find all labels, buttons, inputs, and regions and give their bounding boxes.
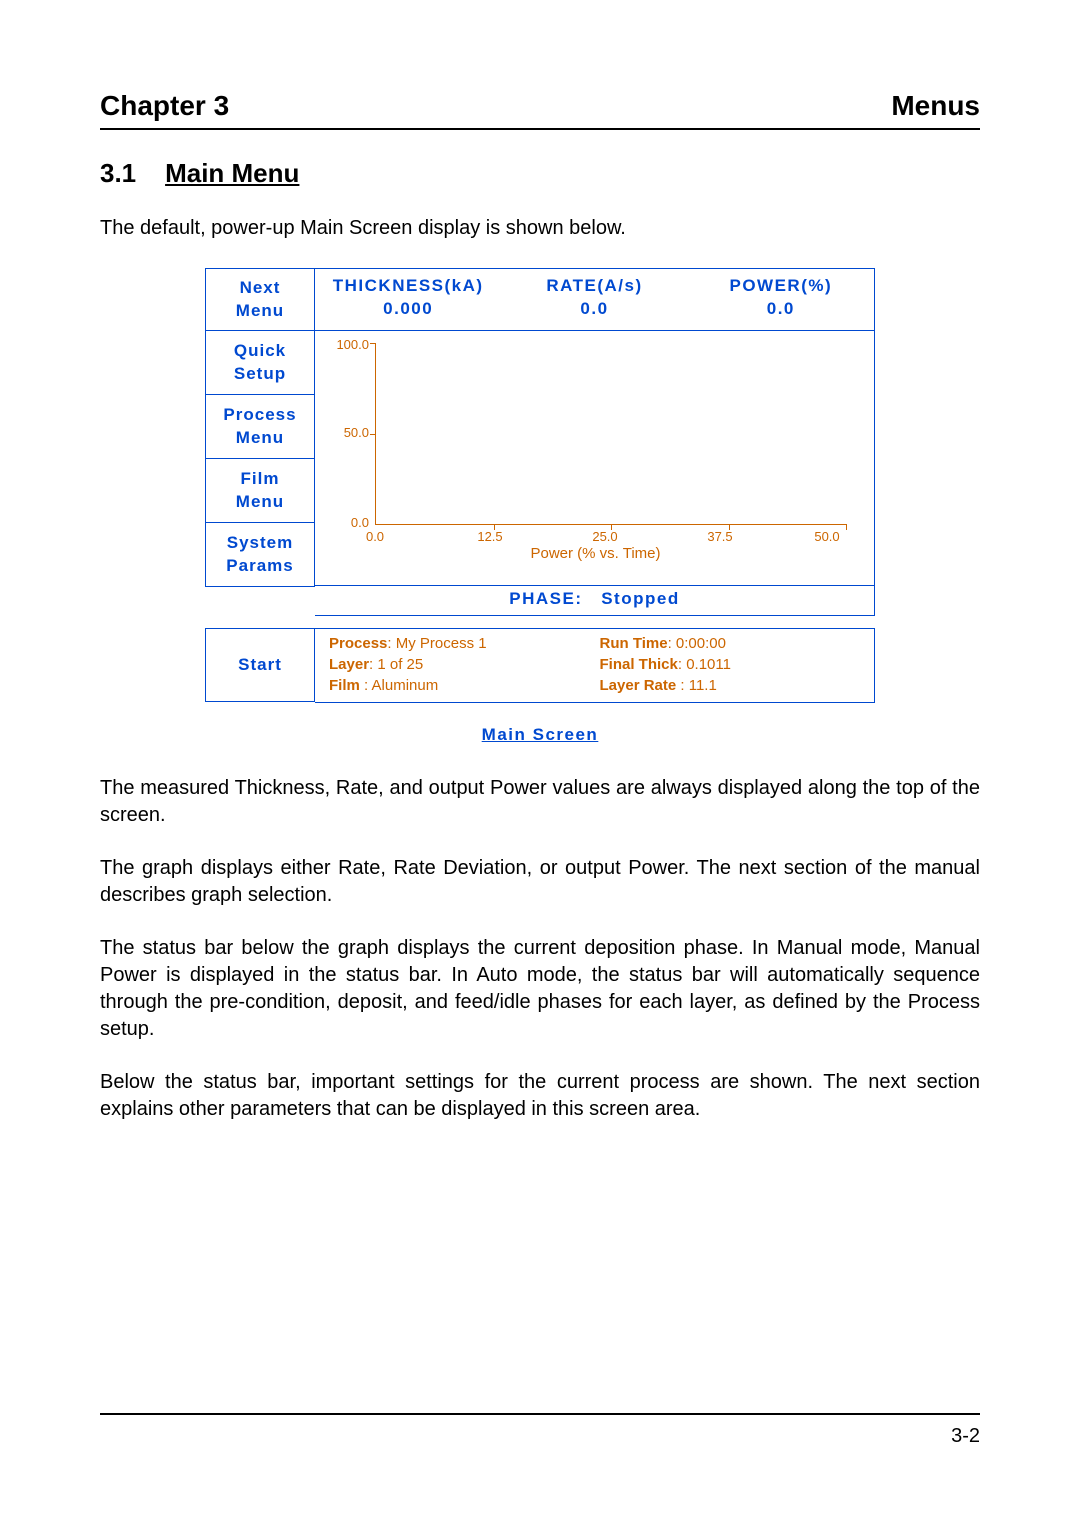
paragraph-4: Below the status bar, important settings… bbox=[100, 1069, 980, 1123]
paragraph-3: The status bar below the graph displays … bbox=[100, 935, 980, 1043]
process-info: Process: My Process 1 Run Time: 0:00:00 … bbox=[315, 628, 875, 703]
paragraph-2: The graph displays either Rate, Rate Dev… bbox=[100, 855, 980, 909]
thickness-label: THICKNESS(kA) bbox=[315, 275, 501, 298]
xtick-2: 25.0 bbox=[592, 529, 617, 544]
phase-label: PHASE: bbox=[509, 589, 582, 608]
power-readout: POWER(%) 0.0 bbox=[688, 269, 874, 330]
system-params-button[interactable]: SystemParams bbox=[205, 523, 315, 587]
runtime-kv: Run Time: 0:00:00 bbox=[600, 635, 861, 652]
plot-frame bbox=[375, 343, 846, 525]
layer-kv: Layer: 1 of 25 bbox=[329, 656, 590, 673]
start-button[interactable]: Start bbox=[205, 628, 315, 702]
next-menu-button[interactable]: NextMenu bbox=[205, 268, 315, 331]
chapter-right: Menus bbox=[891, 90, 980, 122]
system-params-label: SystemParams bbox=[226, 532, 293, 576]
intro-paragraph: The default, power-up Main Screen displa… bbox=[100, 217, 980, 240]
page-number: 3-2 bbox=[951, 1425, 980, 1447]
xtick-3: 37.5 bbox=[707, 529, 732, 544]
paragraph-1: The measured Thickness, Rate, and output… bbox=[100, 775, 980, 829]
xtick-1: 12.5 bbox=[477, 529, 502, 544]
chart-title: Power (% vs. Time) bbox=[530, 545, 660, 562]
quick-setup-button[interactable]: QuickSetup bbox=[205, 331, 315, 395]
figure-caption: Main Screen bbox=[100, 725, 980, 745]
xtick-4: 50.0 bbox=[814, 529, 839, 544]
section-title: 3.1 Main Menu bbox=[100, 158, 980, 189]
chapter-header: Chapter 3 Menus bbox=[100, 90, 980, 130]
rate-value: 0.0 bbox=[501, 298, 687, 321]
xtick-0: 0.0 bbox=[366, 529, 384, 544]
quick-setup-label: QuickSetup bbox=[234, 340, 286, 384]
section-name: Main Menu bbox=[165, 158, 299, 188]
finalthick-kv: Final Thick: 0.1011 bbox=[600, 656, 861, 673]
section-number: 3.1 bbox=[100, 158, 136, 188]
rate-readout: RATE(A/s) 0.0 bbox=[501, 269, 687, 330]
ytick-mid: 50.0 bbox=[327, 425, 369, 440]
start-label: Start bbox=[238, 654, 282, 676]
film-menu-button[interactable]: FilmMenu bbox=[205, 459, 315, 523]
phase-value: Stopped bbox=[601, 589, 680, 608]
readouts-bar: THICKNESS(kA) 0.000 RATE(A/s) 0.0 POWER(… bbox=[315, 268, 875, 331]
power-value: 0.0 bbox=[688, 298, 874, 321]
next-menu-label: NextMenu bbox=[236, 277, 284, 321]
process-menu-label: ProcessMenu bbox=[223, 404, 296, 448]
ytick-top: 100.0 bbox=[327, 337, 369, 352]
process-kv: Process: My Process 1 bbox=[329, 635, 590, 652]
film-menu-label: FilmMenu bbox=[236, 468, 284, 512]
film-kv: Film : Aluminum bbox=[329, 677, 590, 694]
thickness-value: 0.000 bbox=[315, 298, 501, 321]
phase-bar: PHASE: Stopped bbox=[315, 586, 875, 616]
process-menu-button[interactable]: ProcessMenu bbox=[205, 395, 315, 459]
chart-area: 100.0 50.0 0.0 0.0 bbox=[315, 331, 875, 586]
power-label: POWER(%) bbox=[688, 275, 874, 298]
rate-label: RATE(A/s) bbox=[501, 275, 687, 298]
chapter-left: Chapter 3 bbox=[100, 90, 229, 122]
thickness-readout: THICKNESS(kA) 0.000 bbox=[315, 269, 501, 330]
ytick-bottom: 0.0 bbox=[327, 515, 369, 530]
layerrate-kv: Layer Rate : 11.1 bbox=[600, 677, 861, 694]
page-footer: 3-2 bbox=[100, 1413, 980, 1448]
main-screen-figure: NextMenu QuickSetup ProcessMenu FilmMenu… bbox=[205, 268, 875, 703]
